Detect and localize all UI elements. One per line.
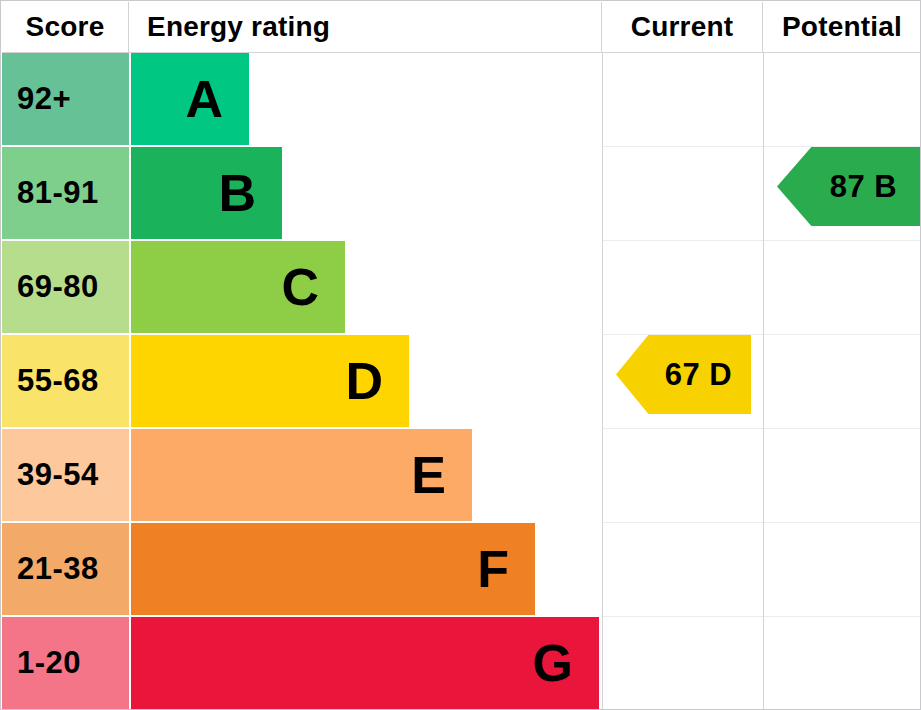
epc-rating-chart: Score Energy rating Current Potential 92… xyxy=(0,0,921,710)
band-bar: A xyxy=(131,53,249,145)
band-row: 39-54 E xyxy=(2,429,921,523)
header-potential: Potential xyxy=(763,2,921,52)
band-letter: B xyxy=(218,147,256,239)
header-row: Score Energy rating Current Potential xyxy=(2,2,921,53)
band-row: 69-80 C xyxy=(2,241,921,335)
band-bar: D xyxy=(131,335,409,427)
band-rows: 92+ A 81-91 B 69-80 C 55-68 D 39-54 xyxy=(2,53,921,710)
band-score-cell: 92+ xyxy=(2,53,129,145)
band-bar: G xyxy=(131,617,599,709)
band-letter: C xyxy=(281,241,319,333)
band-row: 92+ A xyxy=(2,53,921,147)
band-letter: F xyxy=(477,523,509,615)
current-rating-label: 67 D xyxy=(665,357,732,393)
header-energy-rating: Energy rating xyxy=(129,2,602,52)
band-bar: F xyxy=(131,523,535,615)
band-score-cell: 55-68 xyxy=(2,335,129,427)
band-row: 21-38 F xyxy=(2,523,921,617)
band-letter: A xyxy=(185,53,223,145)
band-row: 55-68 D xyxy=(2,335,921,429)
header-current: Current xyxy=(602,2,763,52)
band-bar: E xyxy=(131,429,472,521)
band-letter: E xyxy=(411,429,446,521)
band-score-cell: 69-80 xyxy=(2,241,129,333)
potential-rating-label: 87 B xyxy=(830,169,897,205)
band-bar: C xyxy=(131,241,345,333)
band-letter: D xyxy=(345,335,383,427)
band-row: 81-91 B xyxy=(2,147,921,241)
band-letter: G xyxy=(533,617,573,709)
band-score-cell: 81-91 xyxy=(2,147,129,239)
header-score: Score xyxy=(2,2,129,52)
band-score-cell: 1-20 xyxy=(2,617,129,709)
band-score-cell: 39-54 xyxy=(2,429,129,521)
band-bar: B xyxy=(131,147,282,239)
band-score-cell: 21-38 xyxy=(2,523,129,615)
band-row: 1-20 G xyxy=(2,617,921,710)
